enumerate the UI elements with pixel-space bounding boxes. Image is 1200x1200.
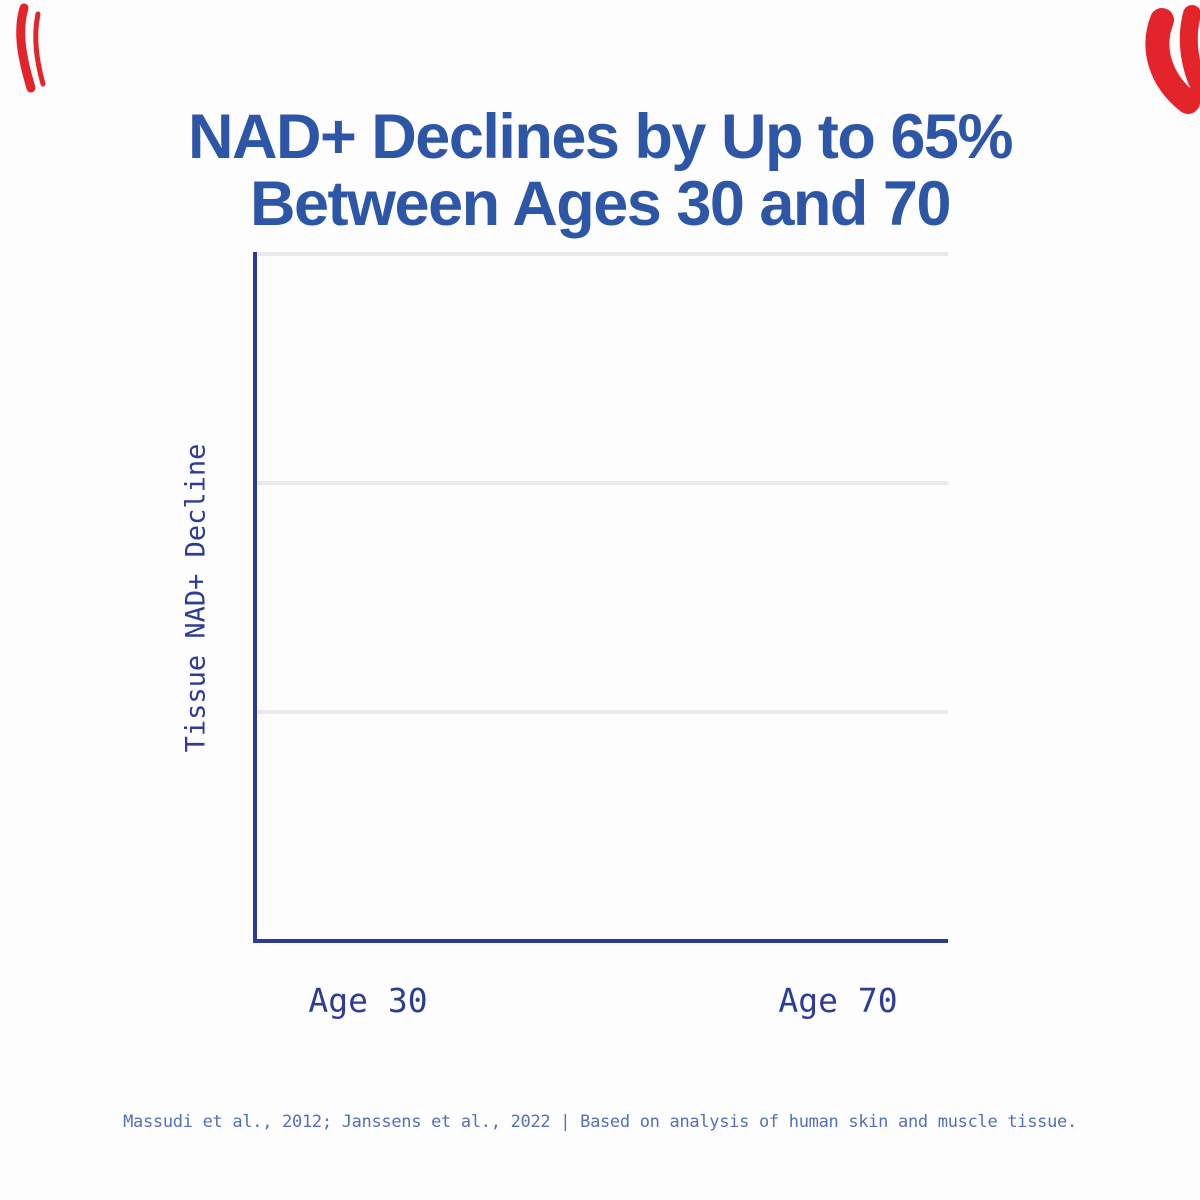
- gridline-bottom: [257, 710, 948, 714]
- chart-title-line2: Between Ages 30 and 70: [250, 169, 951, 240]
- y-axis-label: Tissue NAD+ Decline: [180, 443, 212, 753]
- x-tick-label-age-30: Age 30: [308, 981, 428, 1020]
- source-citation: Massudi et al., 2012; Janssens et al., 2…: [123, 1112, 1077, 1132]
- chart-title: NAD+ Declines by Up to 65% Between Ages …: [0, 102, 1200, 240]
- red-scribble-top-right: [1145, 5, 1200, 114]
- x-tick-label-age-70: Age 70: [778, 981, 898, 1020]
- chart-title-line1: NAD+ Declines by Up to 65%: [188, 102, 1014, 172]
- red-scribble-top-left: [16, 3, 46, 93]
- plot-area: [253, 252, 948, 943]
- gridline-top: [257, 252, 948, 256]
- gridline-middle: [257, 481, 948, 485]
